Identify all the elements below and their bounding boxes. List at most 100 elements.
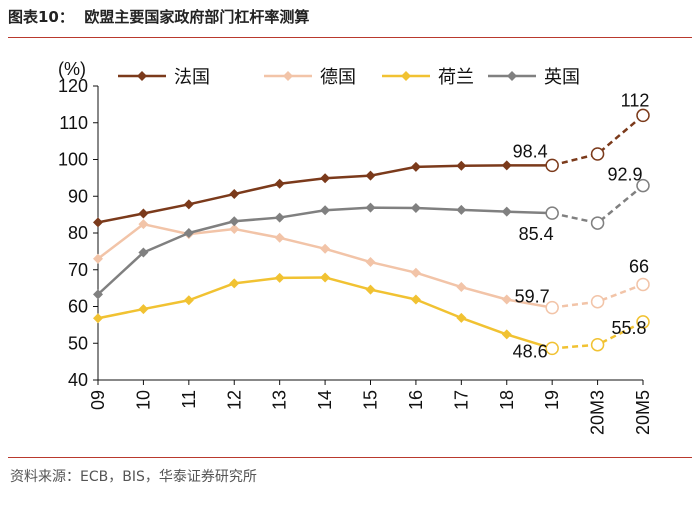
x-tick-label-20M3: 20M3 [588, 390, 608, 435]
y-tick-label-110: 110 [59, 113, 88, 133]
data-point-3-7 [410, 203, 421, 214]
y-tick-label-60: 60 [68, 297, 88, 317]
legend-swatch-marker-3 [507, 71, 517, 81]
data-label-2: 85.4 [519, 224, 554, 244]
series-3 [93, 178, 650, 300]
data-point-1-1 [138, 219, 149, 230]
data-point-1-8 [456, 282, 467, 293]
data-point-1-5 [320, 243, 331, 254]
data-point-0-6 [365, 170, 376, 181]
data-point-3-9 [501, 206, 512, 217]
data-point-3-11 [590, 216, 605, 230]
y-axis: 40 50 60 70 80 90 100 110 120 [58, 76, 99, 390]
series-line-1 [97, 222, 553, 309]
x-tick-label-15: 15 [361, 390, 381, 410]
data-label-3: 92.9 [607, 165, 642, 185]
data-point-2-1 [138, 304, 149, 315]
data-point-1-3 [229, 223, 240, 234]
data-point-3-8 [456, 204, 467, 215]
data-point-3-3 [229, 216, 240, 227]
data-point-3-10 [545, 206, 559, 220]
y-unit-label: (%) [58, 59, 86, 79]
data-point-2-6 [365, 284, 376, 295]
series-1 [93, 219, 650, 315]
legend-swatch-marker-2 [401, 71, 411, 81]
series-0 [93, 108, 650, 228]
data-point-1-0 [93, 253, 103, 264]
x-tick-label-19: 19 [542, 390, 562, 410]
data-labels: 98.4 112 85.4 92.9 59.7 66 48.6 55.8 [513, 90, 650, 361]
data-point-0-7 [410, 161, 421, 172]
data-point-2-5 [320, 272, 331, 283]
data-point-0-4 [274, 178, 285, 189]
x-tick-label-10: 10 [133, 390, 153, 410]
data-point-2-12 [636, 315, 650, 329]
x-tick-label-16: 16 [406, 390, 426, 410]
x-tick-label-18: 18 [497, 390, 517, 410]
data-point-3-4 [274, 212, 285, 223]
data-point-0-5 [320, 173, 331, 184]
data-point-1-7 [410, 267, 421, 278]
data-point-1-10 [545, 300, 559, 315]
data-point-3-0 [93, 289, 103, 300]
data-point-2-10 [545, 341, 559, 356]
data-point-0-10 [545, 158, 559, 173]
data-label-4: 59.7 [515, 287, 550, 307]
legend: 法国 德国 荷兰 英国 [118, 67, 580, 87]
data-point-0-8 [456, 160, 467, 171]
data-point-2-9 [501, 329, 512, 340]
legend-swatch-marker-0 [137, 71, 147, 81]
y-tick-label-100: 100 [58, 150, 88, 170]
x-tick-label-11: 11 [179, 390, 199, 409]
x-axis: 09 10 11 12 13 14 15 16 17 18 19 20M3 20M5 [88, 379, 653, 435]
y-tick-label-120: 120 [58, 76, 88, 96]
y-tick-label-80: 80 [68, 223, 88, 243]
x-tick-label-13: 13 [270, 390, 290, 410]
data-label-1: 112 [621, 90, 650, 110]
x-tick-label-20M5: 20M5 [633, 390, 653, 435]
series-forecast-line-3 [551, 184, 644, 225]
legend-label-0: 法国 [174, 67, 210, 87]
data-label-7: 55.8 [611, 318, 646, 338]
x-tick-label-14: 14 [315, 390, 335, 410]
data-point-3-6 [365, 202, 376, 213]
data-point-2-11 [590, 337, 605, 352]
x-tick-label-12: 12 [224, 390, 244, 410]
data-point-2-7 [410, 294, 421, 305]
x-tick-label-17: 17 [451, 390, 471, 410]
x-tick-label-09: 09 [88, 390, 108, 410]
data-point-1-12 [636, 277, 650, 292]
data-point-0-11 [590, 147, 605, 161]
data-point-0-9 [501, 160, 512, 171]
data-point-1-4 [274, 232, 285, 243]
legend-label-3: 英国 [544, 67, 580, 87]
figure-title: 图表10： 欧盟主要国家政府部门杠杆率测算 [8, 8, 310, 26]
source-divider [8, 457, 692, 458]
data-label-6: 48.6 [513, 341, 548, 361]
data-label-5: 66 [629, 256, 649, 276]
data-point-1-11 [590, 294, 605, 309]
data-point-2-4 [274, 272, 285, 283]
data-point-0-3 [229, 189, 240, 200]
data-point-0-1 [138, 208, 149, 219]
data-label-0: 98.4 [513, 141, 548, 161]
data-point-0-0 [93, 217, 103, 228]
data-point-3-12 [636, 178, 650, 193]
data-point-3-5 [320, 205, 331, 216]
data-point-2-0 [93, 313, 103, 324]
source-note: 资料来源：ECB，BIS，华泰证券研究所 [10, 469, 257, 485]
y-tick-label-70: 70 [68, 260, 88, 280]
data-point-3-2 [183, 228, 194, 238]
data-point-3-1 [138, 247, 149, 258]
y-tick-label-90: 90 [68, 186, 88, 206]
title-divider [8, 37, 692, 38]
series-2 [93, 272, 650, 356]
data-point-2-3 [229, 278, 240, 289]
series-layer [93, 108, 650, 356]
y-tick-label-40: 40 [68, 370, 88, 390]
legend-swatch-marker-1 [283, 71, 293, 81]
data-point-1-6 [365, 257, 376, 268]
y-tick-label-50: 50 [68, 333, 88, 353]
legend-label-1: 德国 [320, 67, 356, 87]
